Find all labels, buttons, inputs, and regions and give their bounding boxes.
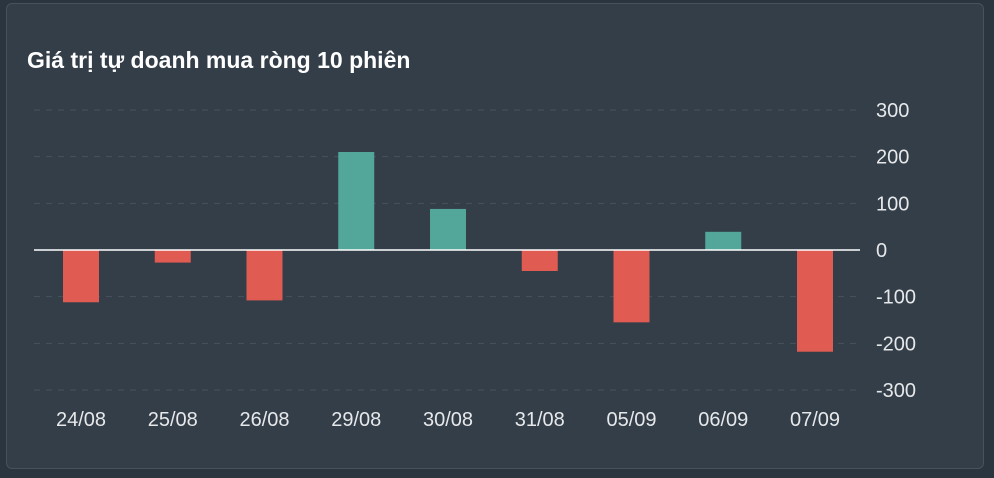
bar-26-08 bbox=[246, 250, 283, 301]
y-tick-label: 200 bbox=[876, 147, 909, 169]
bar-25-08 bbox=[154, 250, 191, 263]
x-tick-label: 25/08 bbox=[148, 409, 198, 431]
bar-07-09 bbox=[797, 250, 833, 352]
x-axis-ticks: 24/08 25/08 26/08 29/08 30/08 31/08 05/09 06/09… bbox=[56, 409, 840, 431]
bars bbox=[63, 152, 833, 352]
gridlines bbox=[34, 109, 860, 391]
x-tick-label: 06/09 bbox=[698, 409, 748, 431]
bar-05-09 bbox=[613, 250, 650, 323]
bar-30-08 bbox=[430, 208, 466, 250]
y-tick-label: -200 bbox=[876, 333, 916, 355]
x-tick-label: 05/09 bbox=[606, 409, 656, 431]
bar-29-08 bbox=[338, 152, 375, 250]
x-tick-label: 24/08 bbox=[56, 409, 106, 431]
chart-title: Giá trị tự doanh mua ròng 10 phiên bbox=[27, 47, 411, 73]
y-tick-label: 300 bbox=[876, 100, 909, 122]
x-tick-label: 29/08 bbox=[331, 409, 381, 431]
chart-card bbox=[6, 3, 984, 469]
bar-31-08 bbox=[521, 250, 558, 271]
y-tick-label: 100 bbox=[876, 193, 909, 215]
bar-06-09 bbox=[705, 231, 742, 250]
y-tick-label: -300 bbox=[876, 380, 916, 402]
x-tick-label: 07/09 bbox=[790, 409, 840, 431]
x-tick-label: 26/08 bbox=[239, 409, 289, 431]
bar-24-08 bbox=[63, 250, 99, 303]
y-axis-ticks: 300 200 100 0 -100 -200 -300 bbox=[876, 100, 916, 402]
y-tick-label: -100 bbox=[876, 287, 916, 309]
x-tick-label: 30/08 bbox=[423, 409, 473, 431]
x-tick-label: 31/08 bbox=[515, 409, 565, 431]
y-tick-label: 0 bbox=[876, 240, 887, 262]
